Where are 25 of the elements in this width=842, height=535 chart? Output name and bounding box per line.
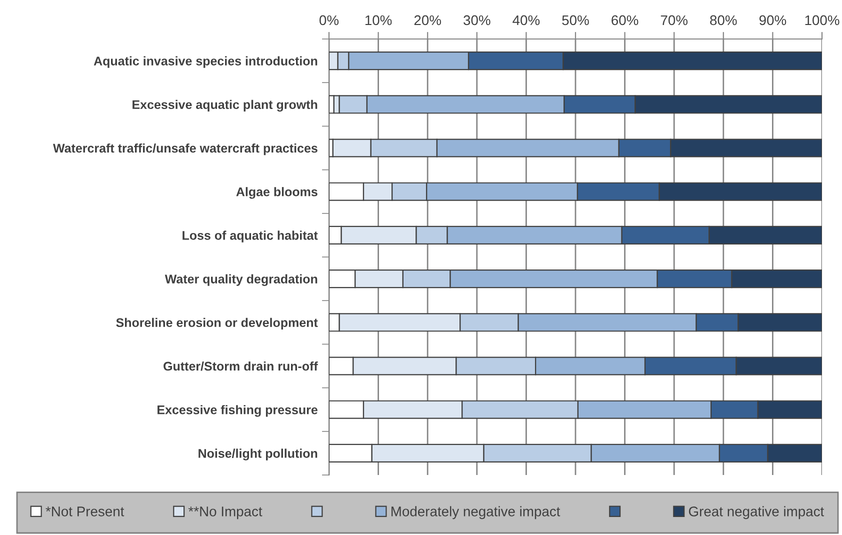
x-tick-label: 0%	[320, 15, 339, 26]
x-tick-label: 60%	[612, 15, 638, 26]
y-tick-label: Noise/light pollution	[198, 448, 318, 460]
legend-label: *Not Present	[46, 506, 124, 516]
legend-label: Moderately negative impact	[392, 506, 560, 520]
y-tick-label: Gutter/Storm drain run-off	[164, 361, 318, 371]
x-tick-label: 10%	[365, 15, 392, 26]
y-tick-label: Watercraft traffic/unsafe watercraft practices	[53, 143, 318, 156]
y-tick-label: Loss of aquatic habitat	[182, 230, 318, 242]
x-tick-label: 80%	[710, 15, 737, 26]
y-tick-label: Excessive aquatic plant growth	[132, 100, 318, 112]
x-tick-label: 100%	[805, 15, 840, 26]
x-tick-label: 30%	[464, 15, 490, 26]
y-tick-label: Algae blooms	[236, 187, 318, 199]
y-tick-label: Water quality degradation	[164, 274, 318, 286]
y-tick-label: Shoreline erosion or development	[116, 318, 318, 330]
x-tick-label: 90%	[759, 15, 786, 26]
x-tick-label: 50%	[562, 15, 589, 26]
legend-label: **No Impact	[188, 506, 262, 520]
x-tick-label: 20%	[414, 15, 442, 26]
x-tick-label: 70%	[660, 15, 688, 26]
y-tick-label: Excessive fishing pressure	[158, 405, 318, 417]
legend-label: Great negative impact	[688, 506, 824, 520]
x-tick-label: 40%	[512, 15, 540, 26]
y-tick-label: Aquatic invasive species introduction	[94, 56, 318, 68]
